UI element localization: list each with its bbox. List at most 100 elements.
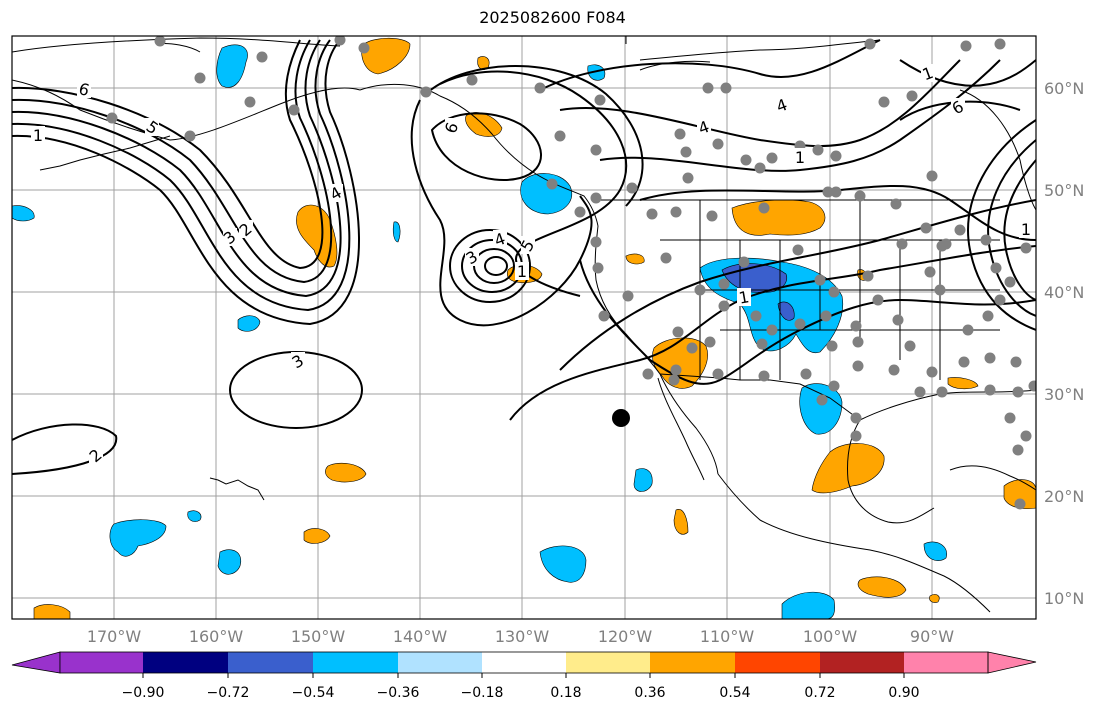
station-dot xyxy=(850,412,862,424)
colorbar-tick-label: −0.36 xyxy=(377,685,420,701)
colorbar-tick-label: 0.72 xyxy=(804,685,835,701)
graticule xyxy=(12,36,1036,619)
station-dot xyxy=(718,300,730,312)
latitude-label: 50°N xyxy=(1044,181,1084,200)
station-dot xyxy=(288,104,300,116)
station-dot xyxy=(954,224,966,236)
station-dot xyxy=(984,384,996,396)
station-dot xyxy=(244,96,256,108)
colorbar-tick-labels: −0.90 −0.72 −0.54 −0.36 −0.18 0.18 0.36 0.54 0.7… xyxy=(122,673,920,701)
station-dot xyxy=(828,380,840,392)
contour-label-bg xyxy=(291,352,305,370)
station-dot xyxy=(862,270,874,282)
negative-anomaly-area xyxy=(633,468,653,492)
station-dot xyxy=(1028,380,1036,392)
station-dot xyxy=(592,262,604,274)
station-dot xyxy=(1014,498,1026,510)
station-dot xyxy=(940,238,952,250)
contour-label-bg xyxy=(223,228,237,246)
station-dot xyxy=(896,238,908,250)
contour-label-bg xyxy=(145,118,159,136)
station-dot xyxy=(334,36,346,46)
station-dot xyxy=(672,326,684,338)
station-dot xyxy=(1020,242,1032,254)
contour-label-bg xyxy=(493,230,507,248)
negative-anomaly-area xyxy=(216,44,248,88)
station-dot xyxy=(184,130,196,142)
station-dot xyxy=(720,82,732,94)
station-dot xyxy=(850,430,862,442)
colorbar-segment xyxy=(904,652,988,673)
station-dot xyxy=(934,284,946,296)
station-dot xyxy=(590,192,602,204)
negative-anomaly-area xyxy=(923,541,947,561)
station-dot xyxy=(670,364,682,376)
station-dot xyxy=(554,130,566,142)
station-dot xyxy=(642,368,654,380)
station-dot xyxy=(814,274,826,286)
station-dot xyxy=(960,40,972,52)
negative-anomaly-area xyxy=(187,510,202,522)
map-panel xyxy=(12,36,1036,619)
station-dot xyxy=(980,234,992,246)
station-dot xyxy=(670,206,682,218)
negative-anomaly-area xyxy=(217,549,242,575)
colorbar-tick-label: −0.54 xyxy=(292,685,335,701)
station-dot xyxy=(194,72,206,84)
positive-anomaly-area xyxy=(811,443,885,494)
contour-label-bg xyxy=(89,446,103,464)
station-dot xyxy=(420,86,432,98)
station-dot xyxy=(794,318,806,330)
contour-label: 6 xyxy=(77,79,92,100)
positive-anomaly-area xyxy=(947,377,979,390)
colorbar-segment xyxy=(313,652,398,673)
contour-label: 1 xyxy=(33,126,43,145)
contour-label-bg xyxy=(77,80,91,98)
positive-anomaly-area xyxy=(731,199,826,236)
longitude-label: 160°W xyxy=(189,627,244,646)
station-dot xyxy=(758,370,770,382)
contour-label-bg xyxy=(329,184,343,202)
longitude-label: 110°W xyxy=(700,627,755,646)
station-dot xyxy=(830,186,842,198)
station-dot xyxy=(754,162,766,174)
station-dot xyxy=(904,340,916,352)
longitude-axis: 170°W 160°W 150°W 140°W 130°W 120°W 110°W 100°W… xyxy=(87,627,954,646)
positive-anomaly-area xyxy=(673,509,689,535)
station-dot xyxy=(958,356,970,368)
station-dot xyxy=(686,342,698,354)
map-border xyxy=(11,35,1037,620)
positive-anomaly-area xyxy=(1003,479,1036,509)
negative-anomaly-area xyxy=(520,173,572,215)
station-dot xyxy=(1012,444,1024,456)
positive-anomaly-area xyxy=(857,576,907,598)
positive-anomaly-area xyxy=(296,204,338,268)
contour-label-bg xyxy=(775,96,789,114)
station-dot xyxy=(740,154,752,166)
longitude-label: 130°W xyxy=(495,627,550,646)
station-dot xyxy=(738,256,750,268)
station-dot xyxy=(622,290,634,302)
latitude-label: 30°N xyxy=(1044,385,1084,404)
station-dot xyxy=(812,144,824,156)
station-dot xyxy=(792,244,804,256)
station-dot xyxy=(1004,276,1016,288)
longitude-label: 90°W xyxy=(910,627,954,646)
station-dot xyxy=(750,310,762,322)
station-dot xyxy=(924,266,936,278)
station-dot xyxy=(878,96,890,108)
station-dot xyxy=(1020,430,1032,442)
station-dot xyxy=(106,112,118,124)
contour-label-bg xyxy=(515,262,529,280)
station-dot xyxy=(154,36,166,47)
colorbar-tick-label: 0.18 xyxy=(550,685,581,701)
station-dot xyxy=(892,314,904,326)
station-dot xyxy=(626,182,638,194)
station-dot xyxy=(984,352,996,364)
negative-anomaly-area xyxy=(392,221,401,243)
station-dot xyxy=(864,38,876,50)
station-dot xyxy=(962,324,974,336)
station-dot xyxy=(816,394,828,406)
station-dot xyxy=(718,278,730,290)
